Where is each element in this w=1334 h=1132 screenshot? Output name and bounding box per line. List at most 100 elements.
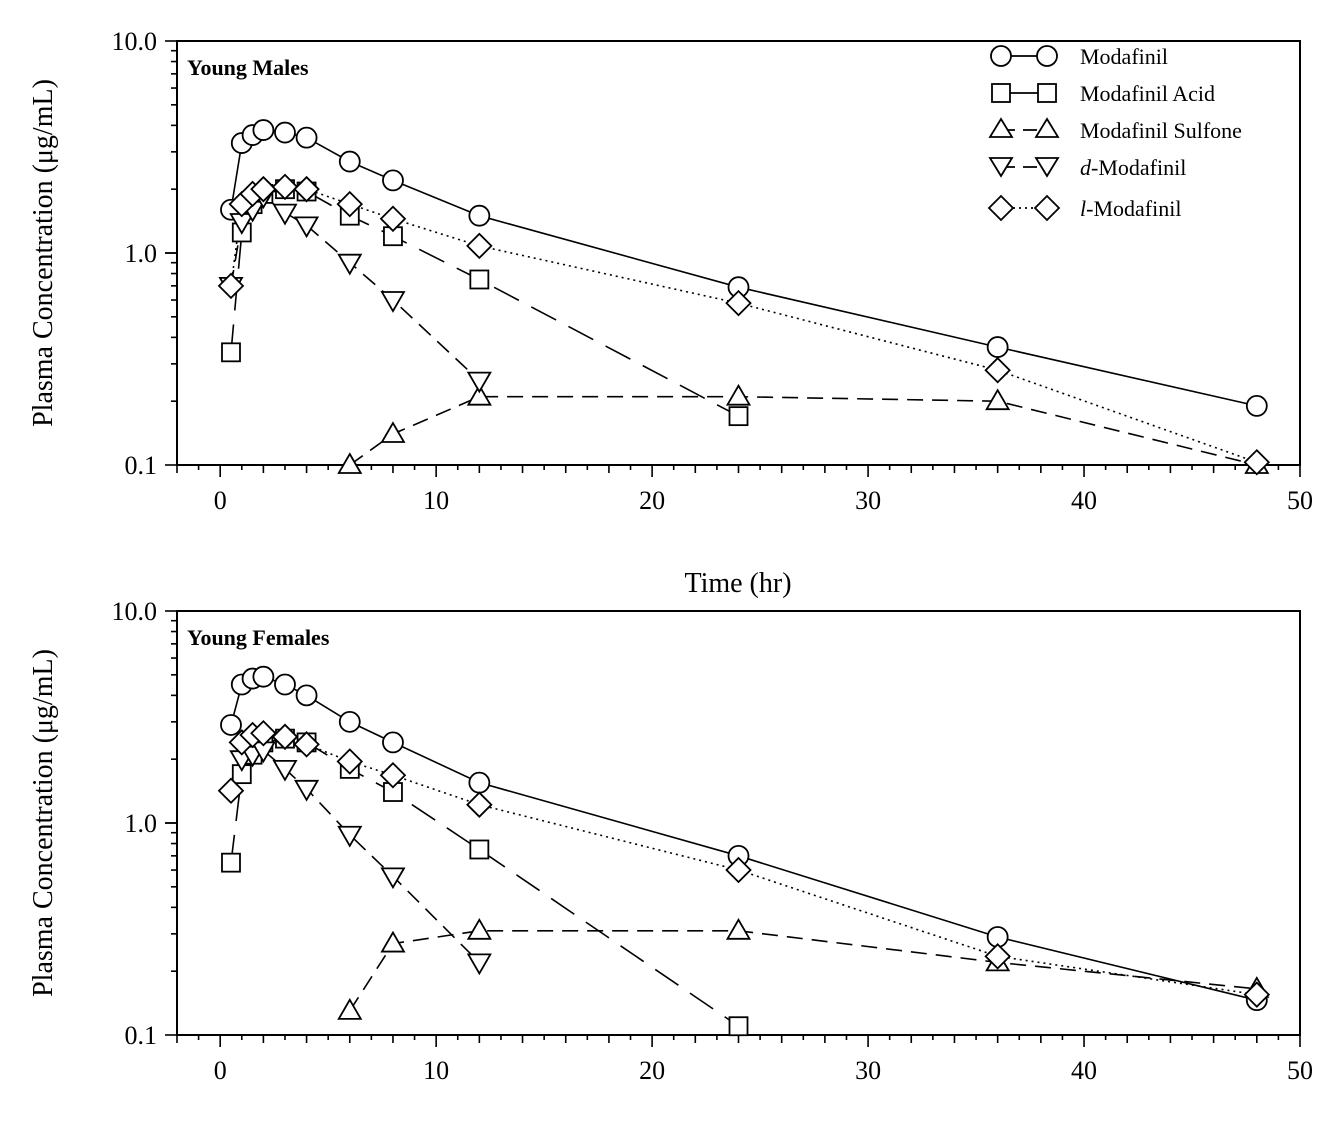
- data-point-d-modafinil: [294, 779, 320, 802]
- legend-marker-diamond: [987, 194, 1015, 222]
- data-point-modafinil: [338, 710, 361, 733]
- data-point-d-modafinil: [380, 291, 406, 313]
- data-point-modafinil-sulfone: [337, 452, 363, 474]
- data-point-l-modafinil: [336, 748, 364, 775]
- x-tick-label: 30: [855, 486, 881, 515]
- x-tick-label: 10: [423, 1056, 449, 1085]
- data-point-modafinil-sulfone: [725, 918, 752, 940]
- y-tick-label: 0.1: [125, 1021, 158, 1050]
- series-d-modafinil: [241, 749, 480, 963]
- data-point-l-modafinil: [984, 943, 1011, 970]
- series-line-d-modafinil: [241, 749, 480, 963]
- series-layer: [217, 119, 1271, 476]
- series-l-modafinil: [230, 186, 1258, 464]
- y-axis-title: Plasma Concentration (μg/mL): [28, 649, 59, 997]
- axis-ticks: [165, 610, 1301, 1047]
- series-line-modafinil-sulfone: [349, 929, 1257, 1012]
- data-point-d-modafinil: [466, 371, 492, 394]
- data-point-l-modafinil: [379, 761, 407, 789]
- legend-item-l-modafinil: l-Modafinil: [987, 194, 1181, 222]
- data-point-modafinil: [468, 204, 491, 227]
- legend-marker-triangle-down: [1034, 157, 1060, 178]
- legend: Modafinil Modafinil Acid Modafinil Sulfo…: [987, 44, 1242, 222]
- data-point-modafinil-sulfone: [466, 918, 492, 940]
- x-tick-label: 10: [423, 486, 449, 515]
- data-point-modafinil: [274, 121, 296, 144]
- data-point-modafinil: [295, 684, 318, 707]
- data-point-l-modafinil: [336, 190, 364, 218]
- axis-ticks: [165, 40, 1301, 477]
- data-point-modafinil: [338, 150, 361, 173]
- x-tick-label: 40: [1071, 486, 1097, 515]
- legend-marker-circle: [990, 45, 1012, 67]
- y-tick-label: 0.1: [125, 451, 158, 480]
- data-point-l-modafinil: [466, 232, 493, 260]
- data-point-modafinil: [1245, 395, 1268, 417]
- data-point-l-modafinil: [293, 175, 320, 203]
- series-layer: [217, 665, 1271, 1037]
- data-point-modafinil-acid: [469, 839, 490, 860]
- data-point-l-modafinil: [271, 173, 299, 201]
- legend-item-modafinil-sulfone: Modafinil Sulfone: [988, 117, 1242, 143]
- series-line-l-modafinil: [230, 186, 1258, 464]
- markers: [217, 119, 1271, 476]
- y-tick-label: 1.0: [125, 809, 158, 838]
- data-point-modafinil-sulfone: [380, 930, 406, 953]
- data-point-d-modafinil: [337, 825, 363, 848]
- chart-young-males: 0 10 20 30 40 50 0.1 1.0 10.0 Young Males Plasma…: [28, 27, 1313, 515]
- x-tick-label: 0: [214, 1056, 227, 1085]
- data-point-modafinil: [274, 673, 296, 696]
- x-axis-title: Time (hr): [684, 568, 791, 599]
- x-tick-label: 30: [855, 1056, 881, 1085]
- x-tick-label: 40: [1071, 1056, 1097, 1085]
- data-point-l-modafinil: [217, 272, 245, 300]
- data-point-modafinil-acid: [221, 852, 241, 873]
- y-axis-title: Plasma Concentration (μg/mL): [28, 79, 59, 427]
- legend-marker-triangle-up: [1034, 117, 1060, 138]
- data-point-d-modafinil: [272, 203, 298, 226]
- data-point-d-modafinil: [294, 216, 320, 239]
- legend-marker-circle: [1036, 45, 1058, 67]
- legend-label-l-modafinil: l-Modafinil: [1080, 196, 1181, 221]
- data-point-l-modafinil: [725, 289, 752, 317]
- data-point-modafinil: [252, 119, 275, 141]
- data-point-modafinil: [468, 771, 491, 794]
- y-tick-label: 10.0: [112, 597, 158, 626]
- data-point-modafinil: [382, 169, 404, 192]
- data-point-modafinil: [986, 336, 1009, 358]
- series-modafinil-sulfone: [349, 395, 1257, 466]
- panel-label: Young Females: [187, 625, 330, 650]
- plot-frame: [176, 610, 1301, 1036]
- chart-young-females: 0 10 20 30 40 50 0.1 1.0 10.0 Young Females Plas…: [28, 568, 1313, 1085]
- legend-item-modafinil-acid: Modafinil Acid: [991, 81, 1215, 106]
- data-point-d-modafinil: [380, 867, 406, 890]
- legend-marker-diamond: [1033, 194, 1061, 222]
- x-tick-label: 50: [1287, 1056, 1313, 1085]
- data-point-l-modafinil: [293, 731, 320, 758]
- data-point-l-modafinil: [379, 205, 407, 233]
- series-modafinil-sulfone: [349, 929, 1257, 1012]
- data-point-modafinil-acid: [728, 406, 749, 427]
- data-point-d-modafinil: [337, 253, 363, 276]
- x-tick-label: 20: [639, 486, 665, 515]
- data-point-modafinil-sulfone: [466, 383, 492, 406]
- x-tick-label: 50: [1287, 486, 1313, 515]
- tick-labels: 0 10 20 30 40 50 0.1 1.0 10.0: [112, 27, 1314, 515]
- legend-marker-triangle-up: [988, 117, 1014, 138]
- legend-item-modafinil: Modafinil: [990, 44, 1168, 69]
- data-point-l-modafinil: [725, 856, 752, 884]
- data-point-l-modafinil: [984, 356, 1011, 384]
- data-point-l-modafinil: [271, 723, 299, 751]
- legend-label-modafinil: Modafinil: [1080, 44, 1168, 69]
- data-point-modafinil: [220, 714, 242, 736]
- data-point-d-modafinil: [466, 953, 492, 976]
- x-tick-label: 20: [639, 1056, 665, 1085]
- data-point-modafinil: [295, 126, 318, 149]
- data-point-l-modafinil: [1243, 981, 1271, 1008]
- data-point-modafinil-acid: [221, 342, 241, 363]
- series-line-modafinil-sulfone: [349, 395, 1257, 466]
- data-point-modafinil-acid: [728, 1016, 749, 1037]
- y-tick-label: 1.0: [125, 239, 158, 268]
- x-tick-label: 0: [214, 486, 227, 515]
